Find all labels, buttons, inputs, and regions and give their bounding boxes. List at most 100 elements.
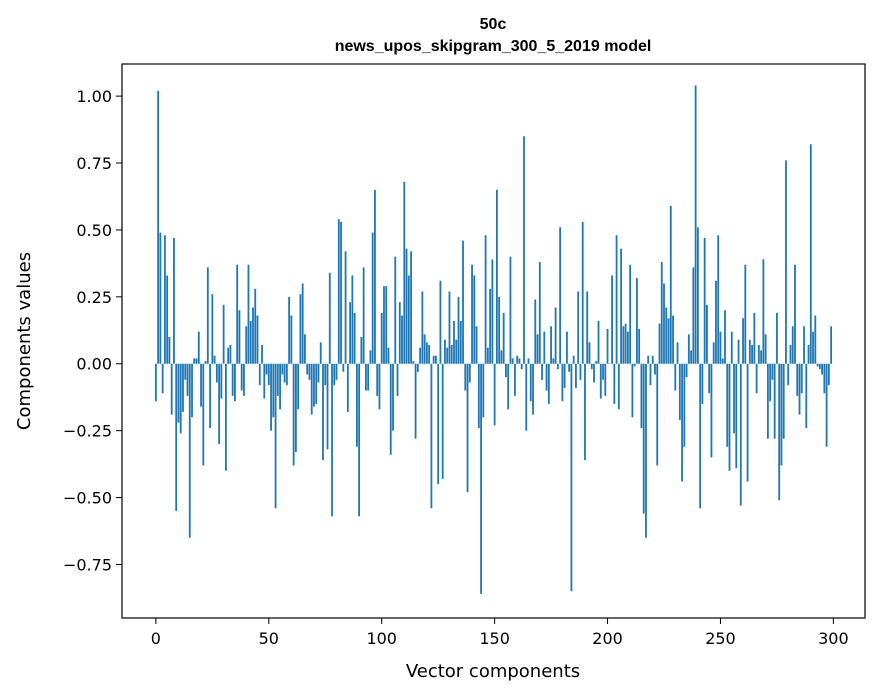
bar-213 (636, 278, 638, 364)
bar-236 (687, 334, 690, 364)
bar-104 (389, 363, 392, 455)
bar-242 (701, 363, 704, 404)
y-tick-label: 0.00 (76, 355, 112, 374)
bar-152 (498, 296, 501, 364)
bar-19 (197, 331, 200, 364)
bar-112 (407, 275, 410, 364)
y-axis-ticks: −0.75 −0.50 −0.25 0.00 0.25 0.50 0.75 1.00 (63, 87, 122, 574)
bar-192 (588, 342, 591, 364)
bar-186 (575, 363, 577, 388)
bar-109 (401, 315, 403, 364)
bar-262 (746, 363, 749, 482)
bar-53 (274, 363, 277, 509)
bar-128 (444, 339, 446, 364)
bar-278 (782, 363, 785, 439)
bar-232 (678, 363, 681, 420)
bar-206 (620, 248, 622, 364)
bar-281 (789, 345, 792, 364)
x-tick-label: 300 (818, 629, 849, 648)
bar-69 (310, 363, 313, 415)
bar-49 (265, 363, 268, 375)
bar-161 (518, 358, 521, 364)
bar-105 (392, 363, 394, 431)
bar-142 (475, 326, 478, 364)
bar-65 (301, 283, 304, 364)
bar-163 (523, 136, 525, 364)
bar-174 (547, 363, 550, 404)
bar-249 (717, 235, 720, 364)
bar-81 (337, 219, 340, 364)
bar-130 (448, 291, 451, 364)
bar-18 (195, 358, 198, 364)
bar-252 (724, 310, 726, 364)
bar-134 (457, 296, 460, 364)
bar-179 (559, 227, 562, 364)
bar-2 (159, 232, 162, 364)
bar-67 (306, 363, 309, 375)
bar-270 (764, 334, 767, 364)
bar-47 (261, 345, 263, 364)
bar-256 (733, 363, 735, 434)
bar-184 (570, 363, 573, 592)
bar-154 (502, 312, 505, 364)
bar-43 (252, 307, 254, 364)
plot-frame (121, 63, 866, 619)
bar-71 (315, 363, 318, 404)
y-tick-label: 0.50 (76, 221, 112, 240)
bar-271 (766, 363, 769, 439)
bar-202 (611, 275, 613, 364)
bar-225 (663, 283, 665, 364)
bar-171 (541, 363, 543, 380)
bar-276 (778, 363, 781, 501)
bar-284 (796, 363, 799, 396)
bar-245 (708, 363, 711, 394)
x-axis-label: Vector components (406, 661, 580, 682)
bar-70 (313, 363, 315, 407)
bar-127 (441, 363, 444, 479)
bar-58 (285, 363, 288, 386)
bar-251 (721, 358, 724, 364)
bar-156 (507, 363, 510, 410)
bar-269 (762, 259, 765, 364)
bar-131 (450, 345, 453, 364)
bar-254 (728, 363, 731, 471)
bar-182 (565, 331, 568, 364)
bar-94 (367, 363, 370, 391)
bar-166 (529, 363, 532, 402)
bar-20 (200, 363, 202, 407)
bars-group (154, 85, 833, 594)
bar-129 (446, 347, 449, 364)
bar-107 (396, 363, 399, 396)
bar-178 (556, 363, 559, 370)
bar-172 (543, 331, 546, 364)
bar-259 (739, 363, 742, 506)
bar-250 (719, 331, 722, 364)
bar-282 (791, 326, 794, 364)
bar-12 (182, 363, 184, 412)
bar-138 (466, 363, 469, 493)
bar-267 (757, 345, 760, 364)
bar-37 (238, 310, 241, 364)
bar-38 (240, 363, 243, 391)
bar-285 (798, 363, 801, 415)
bar-73 (319, 342, 322, 364)
bar-195 (595, 361, 598, 364)
bar-92 (362, 267, 365, 364)
bar-210 (629, 264, 632, 364)
bar-295 (821, 363, 823, 375)
bar-41 (247, 264, 250, 364)
bar-261 (744, 264, 747, 364)
bar-56 (281, 363, 284, 375)
bar-211 (631, 363, 634, 418)
bar-221 (654, 363, 656, 375)
bar-226 (665, 307, 668, 364)
bar-290 (809, 144, 812, 364)
bar-15 (188, 363, 191, 538)
bar-106 (394, 256, 397, 364)
bar-7 (170, 363, 173, 415)
bar-183 (568, 363, 571, 372)
bar-157 (509, 256, 512, 364)
bar-293 (816, 363, 819, 367)
bar-217 (645, 363, 647, 538)
x-axis-ticks: 0 50 100 150 200 250 300 (151, 618, 849, 648)
